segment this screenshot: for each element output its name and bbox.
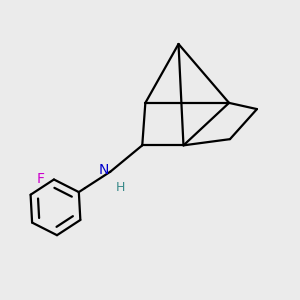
Text: H: H: [116, 181, 125, 194]
Text: F: F: [37, 172, 45, 187]
Text: N: N: [98, 163, 109, 177]
